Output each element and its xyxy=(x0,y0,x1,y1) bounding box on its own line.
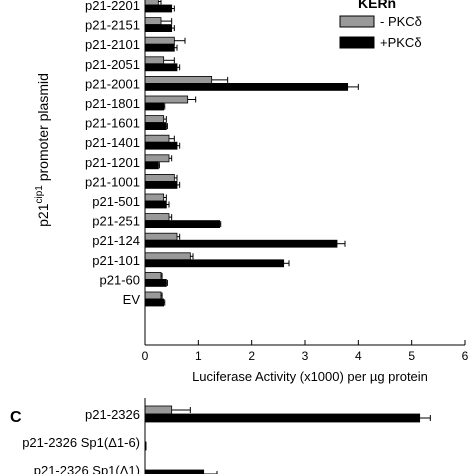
bar-plus-pkc-p21-1201 xyxy=(144,161,159,170)
bar-minus-pkc-p21-2326 xyxy=(144,405,173,415)
x-tick-label: 4 xyxy=(355,349,362,363)
x-tick-label: 0 xyxy=(142,349,149,363)
bar-minus-pkc-p21-251 xyxy=(144,213,170,222)
category-label: p21-1401 xyxy=(85,135,140,150)
category-label: p21-501 xyxy=(92,194,140,209)
bar-plus-pkc-p21-2051 xyxy=(144,63,178,72)
bar-plus-pkc-p21-501 xyxy=(144,200,167,209)
legend: KERn - PKCδ +PKCδ xyxy=(339,0,422,50)
x-tick-label: 2 xyxy=(248,349,255,363)
panel-c-chart: C p21-2326 p21-2326 Sp1(Δ1-6) p21-2326 Sp1… xyxy=(10,398,431,474)
bar-plus-pkc-p21-2151 xyxy=(144,24,173,33)
category-label: p21-2151 xyxy=(85,18,140,33)
bar-minus-pkc-p21-2101 xyxy=(144,36,175,45)
bar-plus-pkc-p21-2001 xyxy=(144,83,349,91)
panel-b-chart: p21-2201 p21-2151 p21-2101 p21-2051 p21-2001… xyxy=(34,0,469,384)
bar-group xyxy=(144,0,359,307)
bar-minus-pkc-p21-2001 xyxy=(144,76,213,84)
x-tick-label: 5 xyxy=(408,349,415,363)
x-tick-labels: 0 1 2 3 4 5 6 xyxy=(142,340,469,363)
bar-plus-pkc-p21-60 xyxy=(144,278,167,287)
category-label: p21-101 xyxy=(92,253,140,268)
bar-minus-pkc-p21-2151 xyxy=(144,17,162,26)
x-tick-label: 3 xyxy=(302,349,309,363)
category-label: p21-1001 xyxy=(85,174,140,189)
x-tick-label: 6 xyxy=(462,349,469,363)
bar-plus-pkc-p21-101 xyxy=(144,259,285,268)
bar-plus-pkc-p21-251 xyxy=(144,220,221,229)
category-label: p21-1801 xyxy=(85,96,140,111)
bar-plus-pkc-ev xyxy=(144,298,165,307)
bar-minus-pkc-ev xyxy=(144,291,162,300)
category-label: p21-2051 xyxy=(85,57,140,72)
category-labels: p21-2201 p21-2151 p21-2101 p21-2051 p21-2001… xyxy=(85,0,140,307)
category-label: p21-124 xyxy=(92,233,140,248)
bar-group xyxy=(144,405,431,474)
bar-minus-pkc-p21-501 xyxy=(144,193,165,202)
y-axis-label: p21cip1 promoter plasmid xyxy=(34,73,51,227)
legend-title: KERn xyxy=(358,0,396,11)
category-label: p21-2326 Sp1(Δ1-6) xyxy=(22,435,140,450)
bar-plus-pkc-p21-2201 xyxy=(144,4,173,13)
bar-plus-pkc-p21-1601 xyxy=(144,122,167,130)
legend-label-minus-pkc: - PKCδ xyxy=(380,14,422,29)
bar-plus-pkc-p21-124 xyxy=(144,239,338,248)
bar-minus-pkc-p21-60 xyxy=(144,271,162,280)
bar-plus-pkc-p21-1001 xyxy=(144,180,178,189)
bar-minus-pkc-p21-2201 xyxy=(144,0,159,6)
category-label: p21-1601 xyxy=(85,116,140,131)
panel-letter-c: C xyxy=(10,409,22,426)
legend-label-plus-pkc: +PKCδ xyxy=(380,35,422,50)
bar-minus-pkc-p21-124 xyxy=(144,232,178,241)
bar-minus-pkc-p21-1601 xyxy=(144,115,165,123)
category-labels: p21-2326 p21-2326 Sp1(Δ1-6) p21-2326 Sp1(Δ… xyxy=(22,407,140,474)
category-label: EV xyxy=(123,292,141,307)
bar-minus-pkc-p21-1001 xyxy=(144,173,175,182)
category-label: p21-2101 xyxy=(85,37,140,52)
bar-minus-pkc-p21-101 xyxy=(144,252,191,261)
bar-minus-pkc-p21-1201 xyxy=(144,154,170,163)
category-label: p21-2326 xyxy=(85,407,140,422)
bar-plus-pkc-p21-2326 xyxy=(144,413,421,423)
x-tick-label: 1 xyxy=(195,349,202,363)
category-label: p21-2001 xyxy=(85,76,140,91)
legend-swatch-plus-pkc xyxy=(339,36,375,49)
bar-plus-pkc-p21-2101 xyxy=(144,43,175,52)
category-label: p21-2201 xyxy=(85,0,140,13)
category-label: p21-251 xyxy=(92,214,140,229)
bar-minus-pkc-p21-1801 xyxy=(144,95,189,104)
bar-plus-pkc-p21-1801 xyxy=(144,102,165,111)
bar-plus-pkc-p21-2326-sp1-1 xyxy=(144,469,205,474)
category-label: p21-2326 Sp1(Δ1) xyxy=(34,463,140,474)
bar-minus-pkc-p21-1401 xyxy=(144,134,170,143)
legend-swatch-minus-pkc xyxy=(339,15,375,28)
x-axis-label: Luciferase Activity (x1000) per µg prote… xyxy=(192,369,428,384)
bar-plus-pkc-p21-1401 xyxy=(144,141,178,150)
category-label: p21-1201 xyxy=(85,155,140,170)
category-label: p21-60 xyxy=(100,272,140,287)
bar-minus-pkc-p21-2051 xyxy=(144,56,165,65)
